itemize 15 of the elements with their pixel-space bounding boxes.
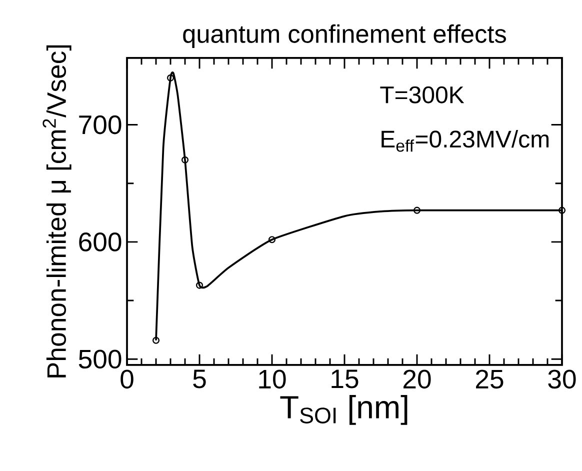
annotation: T=300K <box>380 86 464 104</box>
x-tick-label: 25 <box>476 370 504 389</box>
x-tick-label: 15 <box>332 370 358 388</box>
x-tick-label: 5 <box>193 370 206 388</box>
y-tick-label: 600 <box>79 232 122 252</box>
chart-title: quantum confinement effects <box>183 24 506 48</box>
x-axis-title: T$_{SOI}$ [nm] <box>280 395 408 425</box>
y-tick-label: 700 <box>79 115 122 134</box>
y-axis-title: Phonon-limited μ [cm$^{2}$/Vsec] <box>42 45 72 378</box>
y-tick-label: 500 <box>78 350 122 369</box>
x-tick-label: 10 <box>259 370 286 389</box>
x-tick-label: 0 <box>120 370 134 389</box>
x-tick-label: 20 <box>404 370 431 389</box>
x-tick-label: 30 <box>548 370 576 389</box>
annotation: E$_{eff}$=0.23MV/cm <box>382 130 549 152</box>
